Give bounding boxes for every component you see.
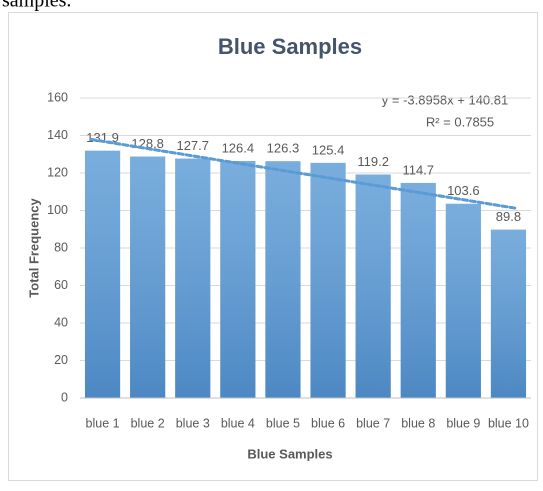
y-tick-label: 0 bbox=[61, 390, 68, 404]
x-tick-label: blue 2 bbox=[131, 416, 165, 430]
x-tick-label: blue 9 bbox=[446, 416, 480, 430]
data-label: 127.7 bbox=[176, 138, 209, 153]
x-tick-label: blue 3 bbox=[176, 416, 210, 430]
bar-shade bbox=[490, 229, 527, 398]
chart-title: Blue Samples bbox=[218, 34, 362, 59]
y-tick-label: 20 bbox=[54, 353, 68, 367]
data-label: 126.3 bbox=[267, 141, 300, 156]
data-label: 103.6 bbox=[447, 183, 480, 198]
y-tick-label: 60 bbox=[54, 278, 68, 292]
x-tick-label: blue 4 bbox=[221, 416, 255, 430]
bar-shade bbox=[220, 161, 256, 398]
bar-shade bbox=[355, 174, 391, 398]
x-tick-label: blue 7 bbox=[356, 416, 390, 430]
x-tick-label: blue 5 bbox=[266, 416, 300, 430]
y-tick-label: 100 bbox=[47, 203, 68, 217]
x-tick-label: blue 10 bbox=[488, 416, 529, 430]
y-tick-label: 80 bbox=[54, 240, 68, 254]
bar-shade bbox=[400, 182, 436, 398]
bar-shade bbox=[265, 161, 301, 398]
page-text-fragment: samples. bbox=[2, 0, 71, 12]
y-tick-label: 120 bbox=[47, 165, 68, 179]
y-axis-title: Total Frequency bbox=[26, 198, 41, 298]
x-tick-label: blue 1 bbox=[86, 416, 120, 430]
data-label: 119.2 bbox=[357, 154, 389, 169]
y-tick-label: 160 bbox=[47, 90, 68, 104]
bar-shade bbox=[130, 156, 166, 398]
x-tick-label: blue 6 bbox=[311, 416, 345, 430]
x-tick-label: blue 8 bbox=[401, 416, 435, 430]
y-tick-label: 140 bbox=[47, 128, 68, 142]
data-label: 126.4 bbox=[222, 140, 255, 155]
data-label: 114.7 bbox=[402, 162, 434, 177]
data-label: 125.4 bbox=[312, 142, 345, 157]
trendline-equation: y = -3.8958x + 140.81 bbox=[382, 92, 508, 107]
bar-shade bbox=[84, 150, 121, 398]
y-tick-label: 40 bbox=[54, 315, 68, 329]
bar-shade bbox=[175, 158, 211, 398]
bar-shade bbox=[310, 162, 346, 398]
x-axis-title: Blue Samples bbox=[247, 446, 332, 461]
data-label: 89.8 bbox=[496, 209, 521, 224]
bar-shade bbox=[445, 203, 481, 398]
trendline-r2: R² = 0.7855 bbox=[426, 114, 494, 129]
trendline bbox=[89, 137, 517, 210]
